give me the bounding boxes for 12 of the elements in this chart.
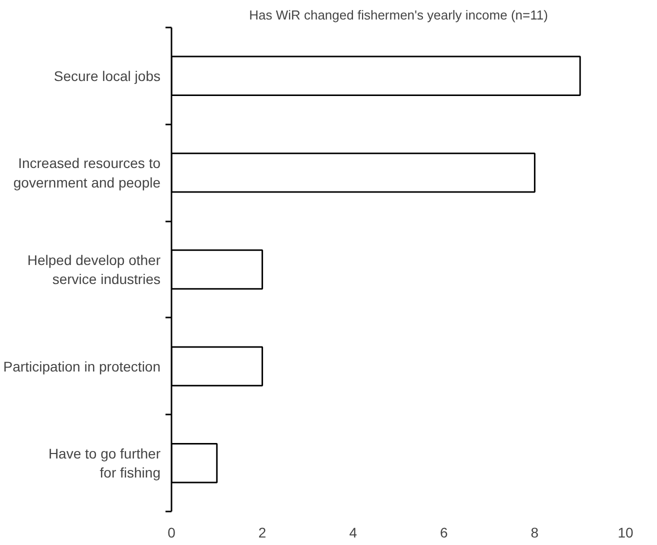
x-tick-label: 6 bbox=[440, 524, 448, 540]
x-tick-label: 2 bbox=[258, 524, 266, 540]
x-tick-label: 0 bbox=[168, 524, 176, 540]
y-tick-label: Increased resources to government and people bbox=[13, 155, 161, 190]
y-tick-label: Secure local jobs bbox=[54, 68, 161, 84]
x-tick-label: 8 bbox=[530, 524, 539, 540]
chart-title: Has WiR changed fishermen's yearly income (n=11) bbox=[249, 8, 548, 22]
x-tick-label: 10 bbox=[618, 524, 634, 540]
y-tick-label: Participation in protection bbox=[3, 358, 161, 374]
x-tick-label: 4 bbox=[349, 524, 358, 540]
y-tick-label: Have to go further for fishing bbox=[48, 446, 161, 481]
y-tick-label: Helped develop other service industries bbox=[27, 252, 161, 288]
